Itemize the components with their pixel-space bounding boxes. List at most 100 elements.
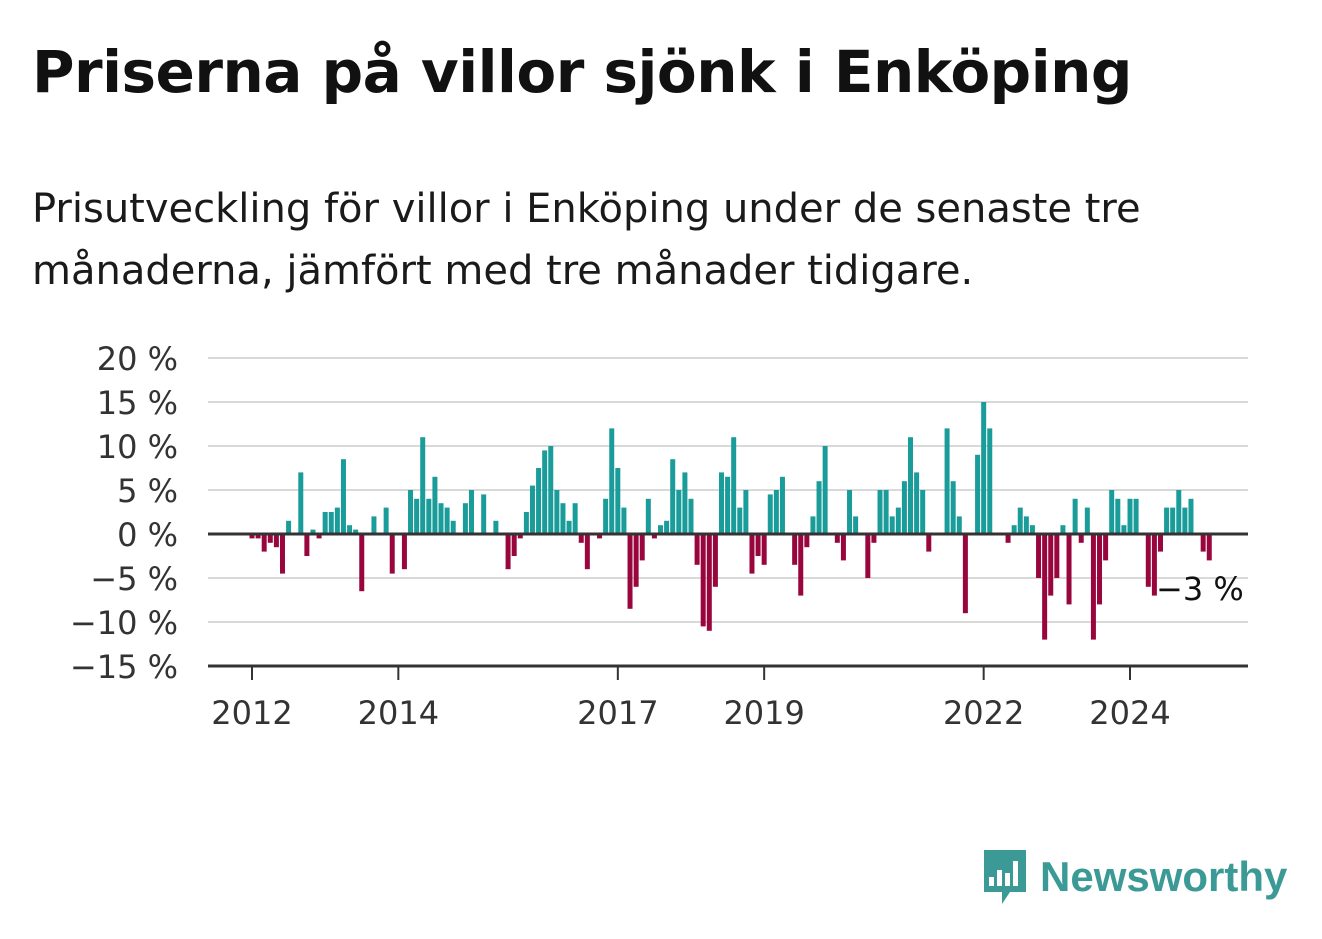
bar [450,520,456,534]
bar [737,507,743,534]
bar [1206,534,1212,561]
bar [987,428,993,534]
y-tick-label: 15 % [97,384,178,422]
bar [347,525,353,534]
bar [1200,534,1206,552]
x-tick-label: 2022 [943,694,1024,732]
axes [208,532,1248,680]
bar [865,534,871,578]
bar [1157,534,1163,552]
bar [432,476,438,534]
bar [700,534,706,627]
bar [536,468,542,534]
bar [798,534,804,596]
bar [718,472,724,534]
bar [615,468,621,534]
bar [298,472,304,534]
bar [633,534,639,587]
bar [895,507,901,534]
x-tick-label: 2024 [1089,694,1170,732]
bar [1042,534,1048,640]
bar [975,454,981,534]
bar [267,534,273,543]
bar [1121,525,1127,534]
bar [853,516,859,534]
bar [889,516,895,534]
bar [438,503,444,534]
bar [554,490,560,534]
bar [383,507,389,534]
bar [956,516,962,534]
bar-chart: 20 %15 %10 %5 %0 %−5 %−10 %−15 % 2012 201… [70,340,1248,732]
bar [761,534,767,565]
bar [359,534,365,592]
bar [914,472,920,534]
bar [1109,490,1115,534]
bar [493,520,499,534]
bar [847,490,853,534]
chart-subtitle: Prisutveckling för villor i Enköping und… [32,186,1141,294]
bar [1103,534,1109,561]
bar [651,534,657,539]
bar [877,490,883,534]
bar [682,472,688,534]
bar [767,494,773,534]
bar [578,534,584,543]
bar [334,507,340,534]
bar [883,490,889,534]
bar [1145,534,1151,587]
bar [310,529,316,534]
bar [1127,498,1133,534]
bar [834,534,840,543]
bar [1170,507,1176,534]
bar [1084,507,1090,534]
bar [566,520,572,534]
bar [871,534,877,543]
bar [1066,534,1072,605]
y-tick-label: −10 % [70,604,178,642]
bar [560,503,566,534]
bar [328,512,334,534]
y-tick-label: −5 % [90,560,178,598]
bar [1054,534,1060,578]
y-tick-label: 10 % [97,428,178,466]
bar [279,534,285,574]
bar [627,534,633,609]
bar [658,525,664,534]
last-value-label: −3 % [1156,570,1244,608]
y-tick-label: 20 % [97,340,178,378]
bar [840,534,846,561]
bar [371,516,377,534]
bar [1017,507,1023,534]
bar [517,534,523,539]
bar [1036,534,1042,578]
bar [639,534,645,561]
x-tick-label: 2019 [723,694,804,732]
bar [706,534,712,631]
bar [255,534,261,539]
bar [743,490,749,534]
bar [572,503,578,534]
bar [749,534,755,574]
bar [304,534,310,556]
bar [481,494,487,534]
bar [1048,534,1054,596]
bar [755,534,761,556]
bar [609,428,615,534]
bar [548,446,554,534]
bar [901,481,907,534]
bar [1078,534,1084,543]
newsworthy-logo-icon [984,850,1026,904]
bar [1090,534,1096,640]
bar [664,520,670,534]
bar [1133,498,1139,534]
bar [1176,490,1182,534]
bar [1182,507,1188,534]
bar [603,498,609,534]
bar [542,450,548,534]
bar [469,490,474,534]
bar [908,437,913,534]
bar [676,490,682,534]
bars [249,402,1212,640]
x-tick-label: 2014 [358,694,439,732]
